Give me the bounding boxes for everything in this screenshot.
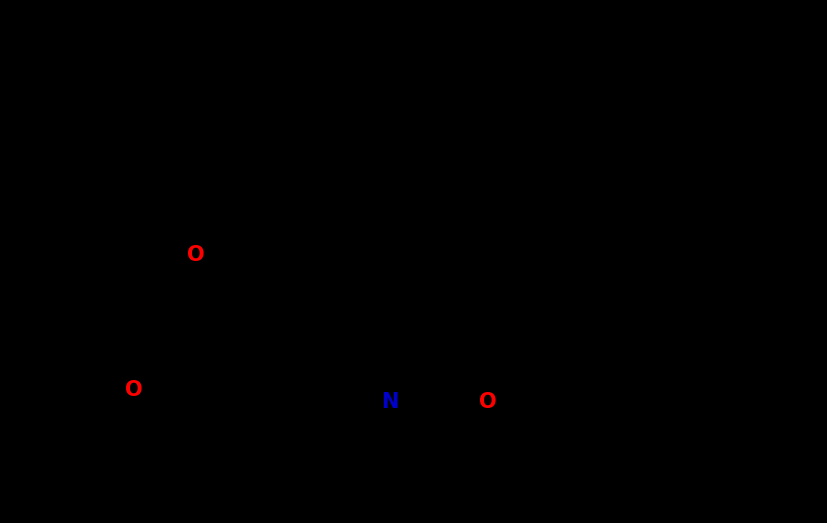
Text: O: O bbox=[125, 380, 142, 400]
Text: O: O bbox=[187, 245, 204, 265]
Text: N: N bbox=[381, 392, 399, 412]
Text: O: O bbox=[479, 392, 496, 412]
